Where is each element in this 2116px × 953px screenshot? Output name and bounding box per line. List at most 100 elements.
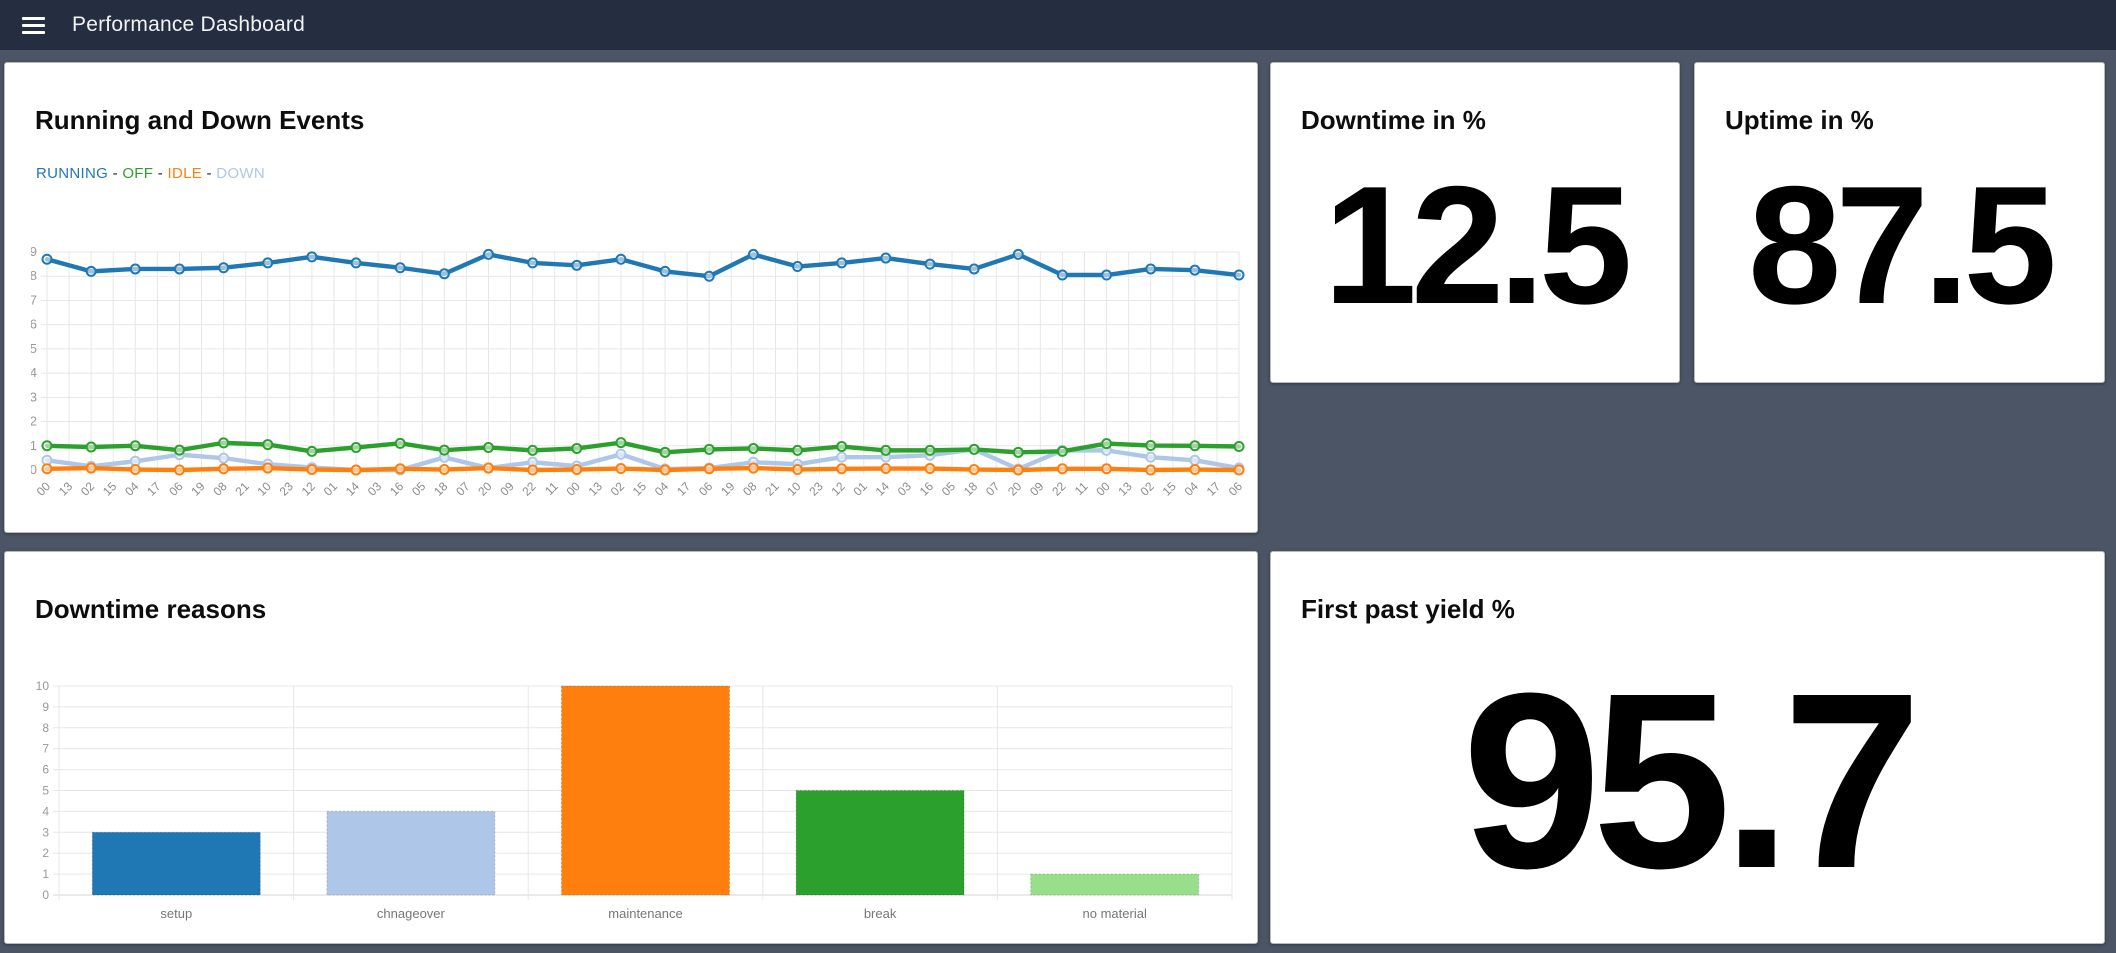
svg-text:5: 5 [31,341,37,356]
downtime-reasons-bar-chart[interactable]: 0 1 2 3 4 5 6 7 8 9 10 setup chnageover maintenance br… [31,678,1246,930]
svg-text:03: 03 [895,479,915,499]
svg-text:5: 5 [42,784,49,798]
bar-maintenance[interactable] [561,685,730,896]
svg-text:10: 10 [255,479,275,499]
hamburger-bar [22,30,45,34]
card-first-past-yield: First past yield % 95.7 [1270,551,2105,944]
svg-text:03: 03 [365,479,385,499]
hamburger-bar [22,23,45,27]
card-running-down-events: Running and Down Events RUNNING - OFF - … [4,62,1258,533]
navbar: Performance Dashboard [0,0,2116,50]
svg-text:10: 10 [36,679,50,693]
svg-text:21: 21 [232,479,252,499]
svg-text:0: 0 [31,462,37,477]
svg-text:7: 7 [42,742,49,756]
svg-text:23: 23 [277,479,297,499]
legend-separator: - [202,165,217,182]
svg-text:22: 22 [519,479,539,499]
svg-text:06: 06 [1226,479,1246,499]
svg-text:06: 06 [166,479,186,499]
svg-text:09: 09 [497,479,517,499]
bar-break[interactable] [795,790,965,896]
svg-text:7: 7 [31,292,37,307]
svg-text:setup: setup [160,906,192,921]
fpy-title: First past yield % [1301,594,1515,624]
svg-text:22: 22 [1049,479,1069,499]
svg-text:maintenance: maintenance [608,906,682,921]
svg-text:00: 00 [1093,479,1113,499]
svg-text:6: 6 [42,763,49,777]
svg-text:16: 16 [387,479,407,499]
svg-text:11: 11 [1072,479,1091,498]
svg-text:21: 21 [762,479,782,499]
legend-separator: - [108,165,123,182]
svg-text:20: 20 [475,479,495,499]
legend-item-off[interactable]: OFF [122,165,154,182]
svg-text:02: 02 [78,479,98,499]
svg-text:08: 08 [210,479,230,499]
svg-text:23: 23 [806,479,826,499]
svg-text:0: 0 [42,888,49,902]
uptime-title: Uptime in % [1725,105,1874,135]
svg-text:chnageover: chnageover [377,906,446,921]
bar-setup[interactable] [91,831,261,896]
bar-chnageover[interactable] [326,810,496,896]
svg-text:2: 2 [42,846,49,860]
svg-text:8: 8 [31,268,37,283]
legend-item-down[interactable]: DOWN [216,165,265,182]
svg-text:3: 3 [31,389,37,404]
svg-text:4: 4 [31,365,37,380]
svg-text:19: 19 [188,479,208,499]
events-chart-title: Running and Down Events [35,105,365,135]
card-downtime-reasons: Downtime reasons 0 1 2 3 4 5 6 7 8 9 10 setup chnage… [4,551,1258,944]
svg-text:break: break [864,906,897,921]
svg-text:17: 17 [144,479,164,499]
svg-text:09: 09 [1027,479,1047,499]
uptime-percent-value: 87.5 [1748,151,2057,339]
events-chart-legend: RUNNING - OFF - IDLE - DOWN [36,165,265,182]
hamburger-bar [22,16,45,20]
svg-text:05: 05 [939,479,959,499]
svg-text:17: 17 [1204,479,1224,499]
svg-text:08: 08 [740,479,760,499]
svg-text:10: 10 [784,479,804,499]
fpy-value: 95.7 [1462,641,1922,920]
svg-text:00: 00 [564,479,584,499]
svg-text:04: 04 [122,479,142,499]
bar-no-material[interactable] [1030,873,1200,896]
svg-text:15: 15 [100,479,120,499]
running-down-events-line-chart[interactable]: 00 13 02 15 04 17 06 19 08 21 10 23 12 01 14 03 16 05 18 07… [31,231,1246,523]
svg-text:2: 2 [31,414,37,429]
hamburger-menu-icon[interactable] [22,16,45,34]
svg-text:02: 02 [1137,479,1157,499]
svg-text:9: 9 [31,244,37,259]
legend-item-running[interactable]: RUNNING [36,165,109,182]
svg-text:19: 19 [718,479,738,499]
svg-text:13: 13 [1115,479,1135,499]
svg-text:8: 8 [42,721,49,735]
svg-text:14: 14 [343,479,363,499]
card-downtime-percent: Downtime in % 12.5 [1270,62,1680,383]
app-title: Performance Dashboard [72,13,305,36]
svg-text:15: 15 [1160,479,1180,499]
svg-text:4: 4 [42,804,49,818]
svg-text:01: 01 [321,479,341,499]
svg-text:6: 6 [31,317,37,332]
svg-text:04: 04 [1182,479,1202,499]
card-uptime-percent: Uptime in % 87.5 [1694,62,2105,383]
svg-text:18: 18 [961,479,981,499]
svg-text:9: 9 [42,700,49,714]
svg-text:16: 16 [917,479,937,499]
svg-text:00: 00 [34,479,54,499]
svg-text:1: 1 [31,438,37,453]
svg-text:01: 01 [851,479,871,499]
svg-text:14: 14 [873,479,893,499]
downtime-title: Downtime in % [1301,105,1486,135]
legend-separator: - [153,165,168,182]
svg-text:17: 17 [674,479,694,499]
svg-text:06: 06 [696,479,716,499]
svg-text:13: 13 [56,479,76,499]
legend-item-idle[interactable]: IDLE [167,165,203,182]
svg-text:11: 11 [542,479,561,498]
svg-text:1: 1 [42,867,49,881]
